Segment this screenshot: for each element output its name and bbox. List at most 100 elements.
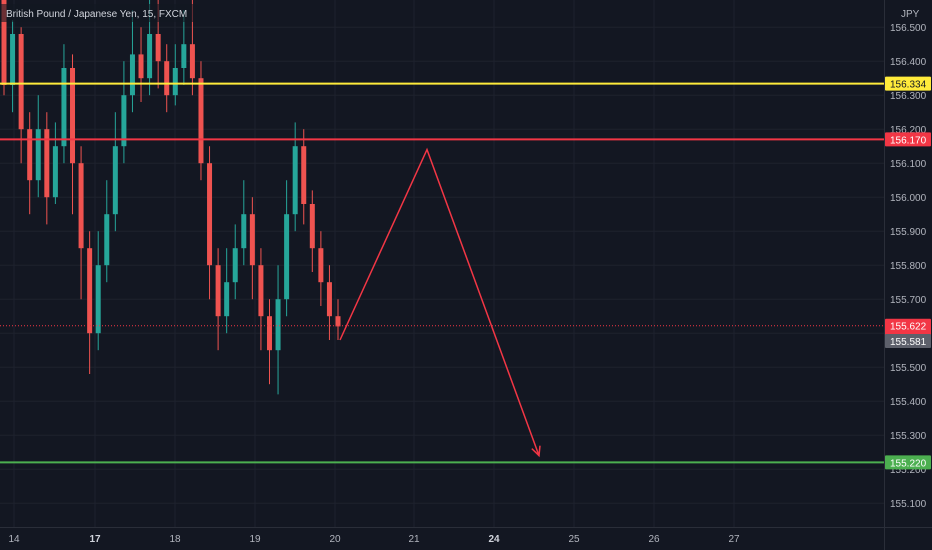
candle-20 <box>172 44 178 106</box>
candle-36 <box>309 190 315 272</box>
candle-6 <box>52 122 58 204</box>
time-tick-label: 14 <box>8 534 20 545</box>
candle-body <box>1 0 7 86</box>
level-tag-156.170-text: 156.170 <box>890 135 927 146</box>
time-tick-label: 24 <box>488 534 500 545</box>
candle-body <box>189 44 195 79</box>
secondary-price-tag-text: 155.581 <box>890 337 927 348</box>
time-tick-label: 21 <box>408 534 420 545</box>
candle-10 <box>87 231 93 374</box>
candle-9 <box>78 146 84 300</box>
level-tag-155.220: 155.220 <box>885 455 931 470</box>
candle-body <box>44 129 50 198</box>
projection-line[interactable] <box>339 147 540 456</box>
price-tick-label: 156.000 <box>890 193 927 204</box>
candle-body <box>10 34 16 85</box>
candle-body <box>104 214 110 266</box>
candle-body <box>95 265 101 334</box>
candle-23 <box>198 61 204 181</box>
secondary-price-tag: 155.581 <box>885 334 931 349</box>
candle-35 <box>301 129 307 225</box>
candle-14 <box>121 61 127 164</box>
level-tag-155.220-bg <box>885 455 931 470</box>
candle-19 <box>164 44 170 113</box>
candle-body <box>164 61 170 96</box>
candle-24 <box>207 146 213 300</box>
price-tick-label: 155.300 <box>890 431 927 442</box>
candle-body <box>181 44 187 68</box>
candle-8 <box>70 54 76 215</box>
time-tick-label: 25 <box>568 534 580 545</box>
level-tag-156.334: 156.334 <box>885 76 931 91</box>
level-tag-156.170: 156.170 <box>885 132 931 147</box>
candle-12 <box>104 180 110 283</box>
candle-15 <box>129 10 135 113</box>
price-tick-label: 155.700 <box>890 295 927 306</box>
candle-4 <box>35 95 41 198</box>
candle-33 <box>284 180 290 317</box>
grid-lines <box>0 0 884 527</box>
candle-body <box>198 78 204 164</box>
candle-26 <box>224 248 230 334</box>
price-tick-label: 155.500 <box>890 363 927 374</box>
level-tag-156.170-bg <box>885 132 931 147</box>
candle-body <box>241 214 247 249</box>
candle-body <box>35 129 41 181</box>
candle-body <box>27 129 33 181</box>
candle-body <box>172 68 178 96</box>
price-tick-label: 156.100 <box>890 159 927 170</box>
candle-5 <box>44 112 50 225</box>
candle-body <box>284 214 290 300</box>
candle-38 <box>326 265 332 340</box>
candle-body <box>326 282 332 317</box>
candle-7 <box>61 44 67 164</box>
level-tag-156.334-bg <box>885 76 931 91</box>
candle-body <box>147 34 153 79</box>
level-tag-156.334-text: 156.334 <box>890 80 927 91</box>
candle-body <box>87 248 93 334</box>
last-price-tag-text: 155.622 <box>890 322 927 333</box>
candle-body <box>121 95 127 147</box>
time-tick-label: 26 <box>648 534 660 545</box>
price-tick-label: 156.400 <box>890 57 927 68</box>
level-tag-155.220-text: 155.220 <box>890 458 927 469</box>
price-tick-label: 155.400 <box>890 397 927 408</box>
time-tick-label: 17 <box>89 534 101 545</box>
candle-16 <box>138 27 144 102</box>
candle-body <box>301 146 307 204</box>
candle-body <box>78 163 84 249</box>
price-tick-label: 156.500 <box>890 23 927 34</box>
candle-body <box>266 316 272 351</box>
price-tick-label: 155.800 <box>890 261 927 272</box>
price-tick-label: 155.900 <box>890 227 927 238</box>
candle-body <box>249 214 255 266</box>
time-tick-label: 20 <box>329 534 341 545</box>
time-axis[interactable]: 14 17 18 19 20 21 24 25 26 27 <box>8 534 740 545</box>
time-tick-label: 27 <box>728 534 740 545</box>
candle-3 <box>27 112 33 215</box>
candle-body <box>309 204 315 249</box>
candle-body <box>318 248 324 283</box>
horizontal-levels[interactable] <box>0 82 884 464</box>
candle-1 <box>10 20 16 113</box>
candle-body <box>215 265 221 317</box>
candle-body <box>258 265 264 317</box>
candle-body <box>112 146 118 215</box>
chart-title: British Pound / Japanese Yen, 15, FXCM <box>6 9 187 20</box>
candle-25 <box>215 248 221 351</box>
candles-series <box>1 0 341 395</box>
projection-path[interactable] <box>339 147 541 458</box>
candle-body <box>207 163 213 266</box>
candle-2 <box>18 27 24 164</box>
candle-11 <box>95 231 101 351</box>
currency-label: JPY <box>901 9 920 20</box>
price-axis[interactable]: 156.500 156.400 156.300 156.200 156.100 156.0… <box>890 23 927 510</box>
candle-body <box>232 248 238 283</box>
candle-30 <box>258 248 264 351</box>
projection-arrowhead-icon <box>531 445 541 458</box>
price-tick-label: 156.200 <box>890 125 927 136</box>
title-backdrop <box>0 4 200 22</box>
price-tick-label: 156.300 <box>890 91 927 102</box>
